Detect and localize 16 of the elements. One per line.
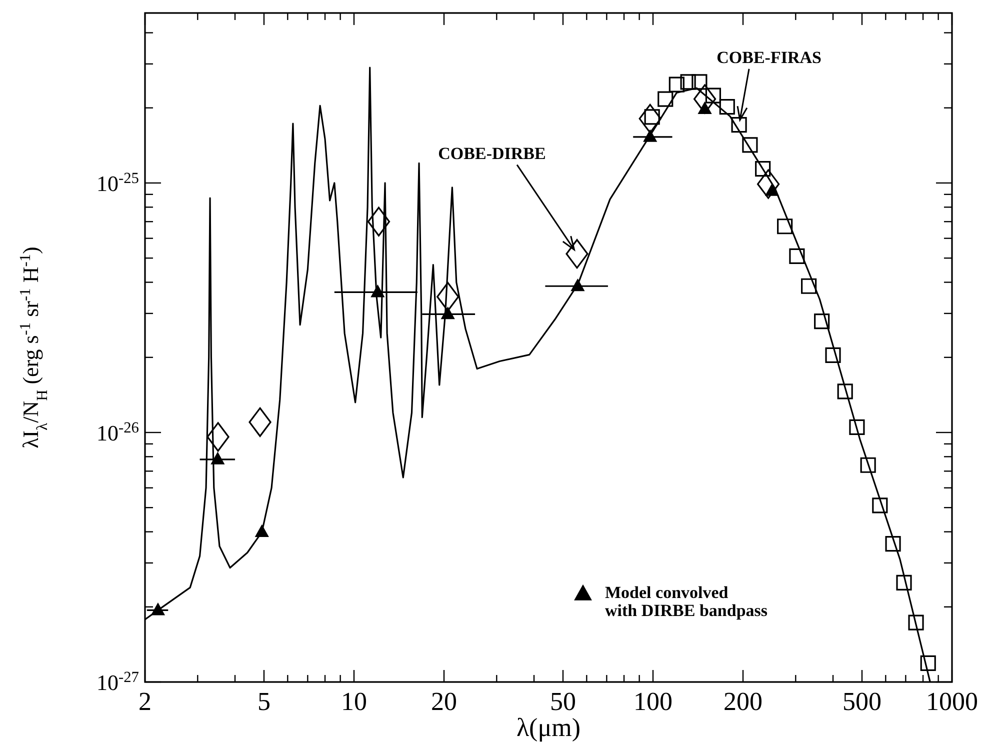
annotation: COBE-FIRAS	[716, 48, 822, 67]
x-axis-title: λ(μm)	[516, 713, 581, 742]
x-tick-label: 100	[633, 687, 672, 716]
x-tick-label: 10	[340, 687, 367, 716]
annotation: COBE-DIRBE	[438, 144, 546, 163]
x-tick-label: 50	[550, 687, 576, 716]
x-tick-label: 2	[138, 687, 152, 716]
x-tick-label: 20	[431, 687, 458, 716]
x-tick-label: 200	[724, 687, 763, 716]
x-tick-label: 5	[257, 687, 270, 716]
x-tick-label: 500	[842, 687, 882, 716]
y-tick-label: 10$^{-27}$	[96, 668, 140, 695]
x-tick-label: 1000	[926, 687, 978, 716]
y-tick-label: 10$^{-26}$	[96, 418, 140, 446]
legend-label: Model convolved with DIRBE bandpass	[605, 583, 768, 620]
y-tick-label: 10$^{-25}$	[96, 169, 140, 196]
